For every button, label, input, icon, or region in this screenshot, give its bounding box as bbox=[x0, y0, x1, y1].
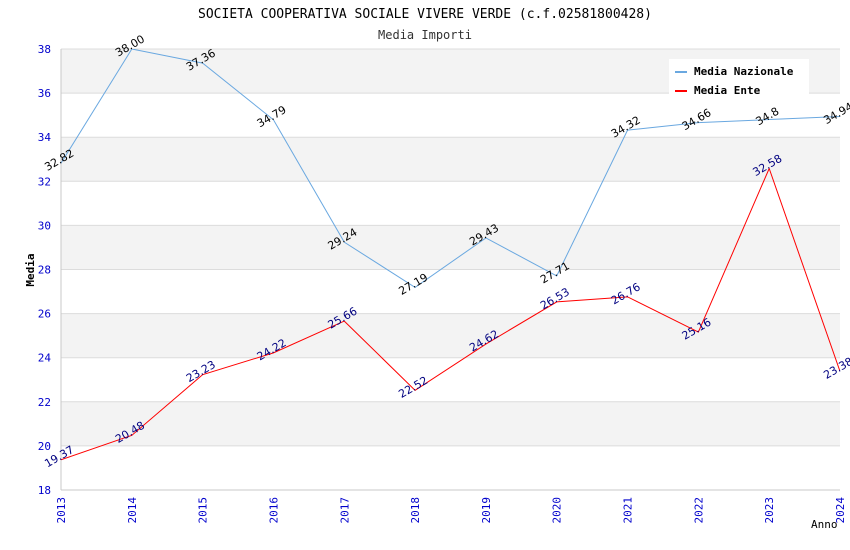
y-tick-label: 32 bbox=[38, 175, 51, 188]
y-tick-label: 24 bbox=[38, 352, 52, 365]
x-tick-label: 2024 bbox=[834, 497, 847, 524]
y-tick-labels: 18 20 22 24 26 28 30 32 34 36 38 bbox=[38, 43, 52, 497]
x-tick-label: 2018 bbox=[409, 497, 422, 524]
y-axis-label: Media bbox=[24, 253, 37, 286]
x-tick-label: 2016 bbox=[267, 497, 280, 524]
y-tick-label: 38 bbox=[38, 43, 51, 56]
x-tick-labels: 2013 2014 2015 2016 2017 2018 2019 2020 2021 2022… bbox=[55, 497, 847, 524]
legend-box bbox=[669, 59, 809, 99]
x-tick-label: 2023 bbox=[763, 497, 776, 524]
plot-background bbox=[61, 49, 840, 490]
y-tick-label: 26 bbox=[38, 308, 51, 321]
x-tick-label: 2017 bbox=[338, 497, 351, 524]
x-tick-label: 2019 bbox=[480, 497, 493, 524]
series-line-media-nazionale bbox=[61, 49, 840, 288]
x-tick-label: 2015 bbox=[197, 497, 210, 524]
x-tick-label: 2022 bbox=[692, 497, 705, 524]
plot-band bbox=[61, 445, 840, 490]
y-tick-label: 34 bbox=[38, 131, 52, 144]
y-tick-label: 28 bbox=[38, 264, 51, 277]
x-axis-label: Anno bbox=[811, 518, 838, 531]
plot-band bbox=[61, 269, 840, 314]
plot-band bbox=[61, 181, 840, 226]
y-tick-label: 30 bbox=[38, 219, 51, 232]
series-lines bbox=[61, 49, 840, 461]
y-tick-label: 20 bbox=[38, 440, 51, 453]
series-line-media-ente bbox=[61, 167, 840, 461]
x-tick-label: 2013 bbox=[55, 497, 68, 524]
plot-band bbox=[61, 313, 840, 358]
plot-band bbox=[61, 401, 840, 446]
y-tick-label: 36 bbox=[38, 87, 51, 100]
chart-subtitle: Media Importi bbox=[378, 28, 472, 42]
plot-band bbox=[61, 137, 840, 182]
y-tick-label: 22 bbox=[38, 396, 51, 409]
legend-label-media-nazionale: Media Nazionale bbox=[694, 65, 794, 78]
legend: Media Nazionale Media Ente bbox=[669, 59, 809, 99]
x-tick-label: 2021 bbox=[622, 497, 635, 524]
axes bbox=[60, 49, 840, 491]
chart-title: SOCIETA COOPERATIVA SOCIALE VIVERE VERDE… bbox=[198, 7, 652, 22]
y-tick-label: 18 bbox=[38, 484, 51, 497]
legend-label-media-ente: Media Ente bbox=[694, 84, 761, 97]
plot-band bbox=[61, 93, 840, 138]
x-tick-label: 2020 bbox=[551, 497, 564, 524]
plot-band bbox=[61, 357, 840, 402]
x-tick-label: 2014 bbox=[126, 497, 139, 524]
